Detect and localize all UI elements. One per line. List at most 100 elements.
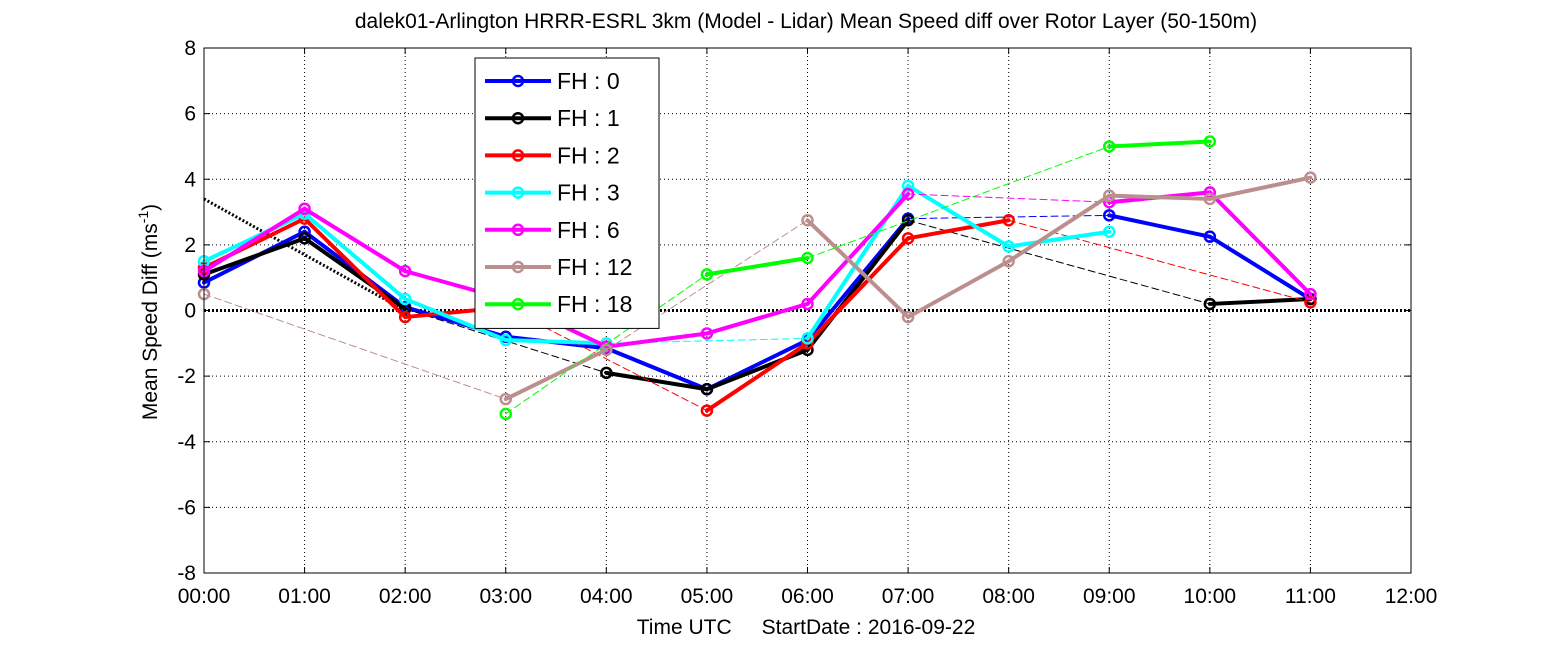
- x-tick-label: 08:00: [982, 585, 1035, 608]
- series-segment: [1006, 193, 1112, 264]
- series-segment: [503, 347, 609, 402]
- series-segment: [302, 211, 408, 302]
- series-gap-segment: [1008, 219, 1311, 303]
- data-point: [600, 343, 613, 357]
- data-point: [600, 366, 613, 380]
- data-point: [1304, 171, 1317, 184]
- data-point: [499, 392, 512, 406]
- series-segment: [906, 183, 1011, 249]
- legend-label: FH : 2: [557, 142, 620, 168]
- series-segment: [1207, 175, 1313, 201]
- series-segment: [202, 236, 307, 277]
- series-segment: [604, 370, 709, 392]
- data-point: [901, 310, 915, 324]
- y-tick-label: 6: [184, 103, 196, 126]
- x-tick-label: 05:00: [681, 585, 734, 608]
- legend-marker: [511, 149, 525, 162]
- data-point: [499, 407, 512, 421]
- legend-entry-fh-0: FH : 0: [485, 68, 620, 94]
- data-point: [801, 214, 814, 227]
- series-segment: [1107, 193, 1212, 201]
- series-segment: [805, 192, 911, 306]
- x-tick-label: 07:00: [882, 585, 935, 608]
- series-gap-segment: [907, 219, 1211, 305]
- series-gap-segment: [907, 193, 1110, 203]
- data-point: [1103, 209, 1116, 222]
- legend-entry-fh-6: FH : 6: [485, 217, 620, 243]
- data-point: [298, 232, 311, 245]
- series-segment: [604, 331, 709, 349]
- data-point: [1304, 287, 1317, 301]
- data-point: [1002, 240, 1015, 253]
- series-segment: [503, 338, 609, 346]
- series-segment: [302, 236, 408, 311]
- legend-label: FH : 6: [557, 217, 620, 243]
- legend-marker: [511, 260, 525, 274]
- data-point: [1203, 230, 1217, 243]
- legend-marker: [511, 111, 525, 125]
- data-point: [901, 187, 915, 201]
- legend-marker: [511, 297, 525, 311]
- data-point: [1304, 296, 1317, 309]
- series-segment: [704, 256, 810, 277]
- data-point: [1002, 255, 1015, 268]
- legend-marker: [511, 223, 525, 237]
- x-tick-label: 12:00: [1385, 585, 1438, 608]
- data-point: [801, 251, 814, 265]
- data-point: [700, 268, 714, 281]
- legend-entry-fh-2: FH : 2: [485, 142, 620, 168]
- y-tick-label: -4: [177, 431, 196, 454]
- y-tick-label: 4: [184, 168, 196, 191]
- data-point: [901, 179, 915, 193]
- data-point: [499, 333, 512, 347]
- x-tick-label: 02:00: [379, 585, 432, 608]
- data-point: [700, 327, 714, 340]
- data-point: [1203, 192, 1217, 206]
- y-axis-label-main: Mean Speed Diff (ms: [139, 223, 162, 420]
- y-tick-label: -2: [177, 365, 196, 388]
- data-point: [901, 214, 915, 227]
- x-axis-label-time: Time UTC: [637, 616, 732, 639]
- data-point: [1203, 297, 1217, 311]
- x-axis-label: Time UTC StartDate : 2016-09-22: [637, 616, 976, 639]
- y-axis-label: Mean Speed Diff (ms-1): [135, 204, 162, 420]
- series-fh-18: [499, 135, 1217, 421]
- legend-entry-fh-3: FH : 3: [485, 180, 620, 206]
- series-segment: [704, 301, 810, 336]
- y-axis-label-close: ): [139, 204, 162, 211]
- x-tick-label: 01:00: [278, 585, 331, 608]
- legend-entry-fh-12: FH : 12: [485, 254, 632, 280]
- series-segment: [202, 211, 307, 264]
- series-segment: [302, 206, 408, 274]
- x-tick-label: 03:00: [479, 585, 532, 608]
- legend-label: FH : 1: [557, 105, 620, 131]
- data-point: [398, 264, 412, 278]
- series-segment: [906, 218, 1011, 241]
- data-point: [700, 383, 714, 396]
- x-tick-label: 11:00: [1285, 585, 1336, 608]
- data-point: [801, 332, 814, 345]
- data-point: [298, 202, 311, 216]
- series-segment: [202, 206, 307, 274]
- x-tick-label: 10:00: [1184, 585, 1237, 608]
- legend-label: FH : 12: [557, 254, 632, 280]
- x-tick-label: 00:00: [178, 585, 231, 608]
- series-segment: [302, 216, 408, 320]
- series-segment: [1006, 229, 1112, 249]
- axis-ticks: 00:00 01:00 02:00 03:00 04:00 05:00 06:00 07:00…: [177, 37, 1437, 608]
- legend-marker: [511, 186, 525, 199]
- data-point: [398, 310, 412, 324]
- series-segment: [1107, 139, 1212, 149]
- legend: FH : 0 FH : 1 FH : 2 FH : 3 FH : 6 FH : 12 FH …: [474, 57, 660, 329]
- legend-marker: [511, 74, 525, 88]
- data-point: [700, 404, 714, 417]
- x-axis-label-date: StartDate : 2016-09-22: [762, 616, 976, 639]
- series-gap-segment: [807, 145, 1110, 259]
- data-point: [1203, 135, 1217, 148]
- series-segment: [805, 236, 911, 346]
- x-tick-label: 09:00: [1083, 585, 1136, 608]
- plot-area: [197, 135, 1411, 421]
- series-segment: [1207, 190, 1313, 297]
